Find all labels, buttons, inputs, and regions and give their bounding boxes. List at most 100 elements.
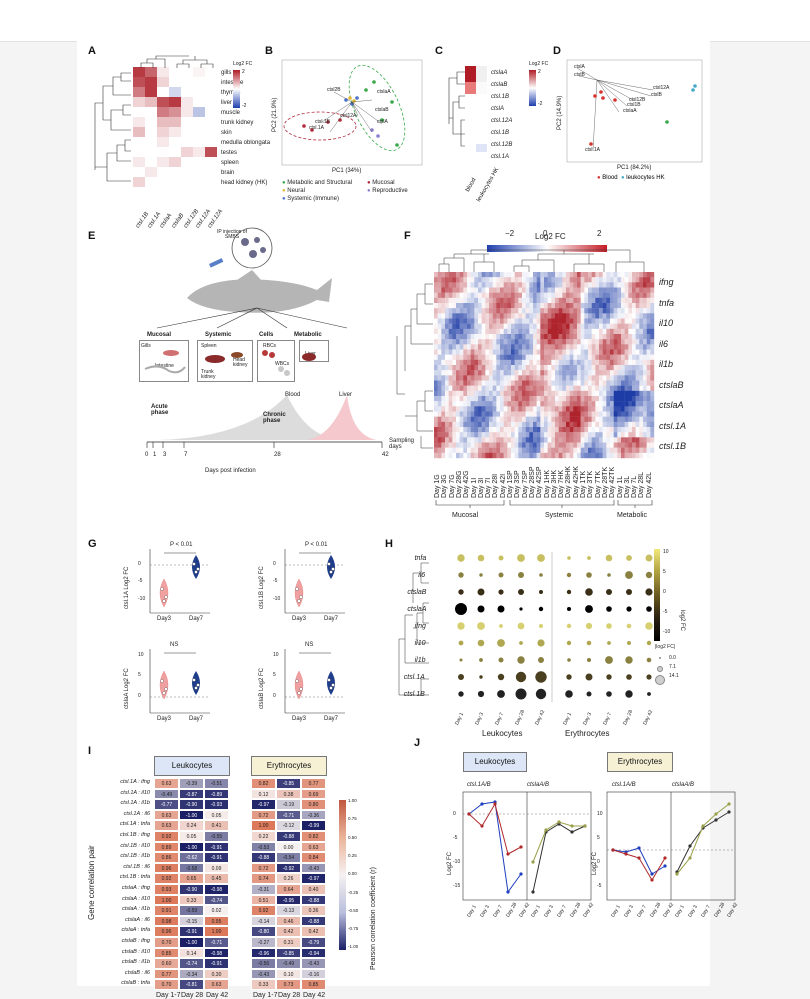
panel-f-heat-cell	[500, 380, 504, 386]
panel-f-heat-cell	[529, 313, 534, 319]
panel-f-heat-cell	[496, 277, 501, 283]
panel-f-heat-cell	[617, 349, 622, 355]
panel-f-heat-cell	[562, 396, 567, 402]
panel-f-heat-cell	[610, 359, 614, 366]
panel-f-heat-cell	[536, 272, 541, 278]
panel-f-heat-cell	[632, 406, 636, 412]
panel-f-heat-cell	[632, 421, 636, 428]
panel-f-heat-cell	[610, 308, 614, 314]
panel-i-cell: 0.98	[154, 915, 179, 927]
panel-i-cell: -0.81	[179, 979, 204, 990]
panel-f-heat-cell	[525, 447, 530, 454]
panel-f-heat-cell	[610, 396, 614, 402]
panel-f-heat-cell	[547, 334, 552, 340]
panel-f-heat-cell	[511, 401, 515, 407]
panel-f-heat-cell	[470, 334, 475, 340]
panel-h-dot	[538, 606, 544, 612]
panel-f-heat-cell	[650, 370, 655, 376]
panel-f-heat-cell	[606, 349, 611, 355]
panel-e-day-tick: 7	[184, 452, 188, 458]
panel-a-col-dendrogram	[140, 55, 214, 68]
panel-f-heat-cell	[610, 432, 614, 438]
panel-f-heat-cell	[459, 334, 464, 340]
panel-f-heat-cell	[577, 396, 581, 402]
panel-h-dot	[627, 641, 631, 645]
panel-f-heat-cell	[463, 421, 468, 428]
panel-f-heat-cell	[533, 292, 537, 299]
panel-f-heat-cell	[646, 277, 651, 283]
panel-f-heat-cell	[518, 272, 523, 278]
panel-f-heat-cell	[606, 406, 611, 412]
panel-f-heat-cell	[452, 421, 457, 428]
panel-f-heat-cell	[540, 401, 545, 407]
panel-f-heat-cell	[569, 318, 574, 324]
panel-f-heat-cell	[514, 334, 519, 340]
panel-f-heat-cell	[507, 303, 512, 309]
panel-f-heat-cell	[467, 349, 471, 355]
panel-i-pair-label: ctslaA : ifng	[121, 885, 150, 891]
panel-f-heat-cell	[584, 427, 589, 433]
panel-f-heat-cell	[522, 313, 526, 319]
panel-f-heat-cell	[514, 303, 519, 309]
panel-f-heat-cell	[632, 442, 636, 448]
panel-i-cell: 0.31	[276, 937, 301, 948]
panel-f-heat-cell	[500, 442, 504, 448]
panel-f-heat-cell	[606, 344, 611, 350]
panel-f-heat-cell	[481, 432, 486, 438]
panel-h-dot	[479, 675, 483, 679]
panel-f-heat-cell	[456, 292, 460, 299]
panel-i-colorbar-tick: -1.00	[348, 944, 359, 950]
panel-h-dot	[518, 589, 524, 595]
panel-g-tick: -10	[138, 596, 146, 602]
panel-f-heat-cell	[624, 303, 629, 309]
panel-f-heat-cell	[540, 452, 545, 459]
panel-f-heat-cell	[569, 416, 574, 423]
panel-f-heat-cell	[522, 421, 526, 428]
panel-f-heat-cell	[650, 292, 655, 299]
panel-f-heat-cell	[617, 447, 622, 454]
panel-g-label: G	[88, 538, 97, 550]
panel-f-heat-cell	[646, 292, 651, 299]
panel-f-heat-cell	[540, 318, 545, 324]
panel-f-column-label: Day 1SP	[507, 470, 514, 498]
panel-h-dot	[645, 554, 653, 562]
panel-e-acute-phase: Acute phase	[151, 404, 169, 416]
panel-f-column-label: Day 28G	[455, 470, 463, 498]
panel-f-heat-cell	[635, 303, 640, 309]
panel-a-heat-cell	[133, 167, 145, 177]
panel-f-heat-cell	[646, 447, 651, 454]
panel-f-heat-cell	[467, 447, 471, 454]
panel-e-systemic-box	[197, 340, 253, 382]
panel-f-heat-cell	[602, 401, 607, 407]
panel-a-heat-cell	[133, 117, 145, 127]
panel-f-heat-cell	[591, 287, 596, 293]
panel-e-systemic: Systemic	[205, 332, 232, 338]
panel-f-heat-cell	[540, 277, 545, 283]
panel-f-heat-cell	[573, 401, 578, 407]
panel-f-heat-cell	[555, 323, 559, 330]
panel-i-pair-label: ctslaB : il6	[124, 969, 150, 976]
panel-f-heat-cell	[518, 323, 523, 330]
panel-f-heat-cell	[588, 272, 592, 278]
panel-f-heat-cell	[566, 411, 570, 417]
panel-j-tick: 0	[597, 859, 600, 865]
panel-j-point	[675, 872, 679, 876]
panel-f-heat-cell	[584, 437, 589, 443]
panel-h-dot	[515, 671, 527, 683]
panel-f-heat-cell	[489, 297, 493, 304]
panel-i-cell: -0.79	[301, 937, 326, 948]
panel-f-heat-cell	[610, 365, 614, 371]
panel-f-heat-cell	[602, 406, 607, 412]
panel-f-heat-cell	[562, 303, 567, 309]
panel-f-heat-cell	[569, 437, 574, 443]
panel-f-heat-cell	[577, 437, 581, 443]
panel-f-heat-cell	[551, 308, 556, 314]
panel-f-heat-cell	[511, 308, 515, 314]
panel-f-heat-cell	[617, 334, 622, 340]
panel-f-colorbar-tick: 0	[543, 229, 548, 238]
panel-i-cell: -0.97	[301, 873, 326, 884]
panel-f-heat-cell	[533, 396, 537, 402]
panel-f-heat-cell	[551, 318, 556, 324]
panel-f-heat-cell	[445, 287, 449, 293]
panel-f-heat-cell	[580, 277, 585, 283]
